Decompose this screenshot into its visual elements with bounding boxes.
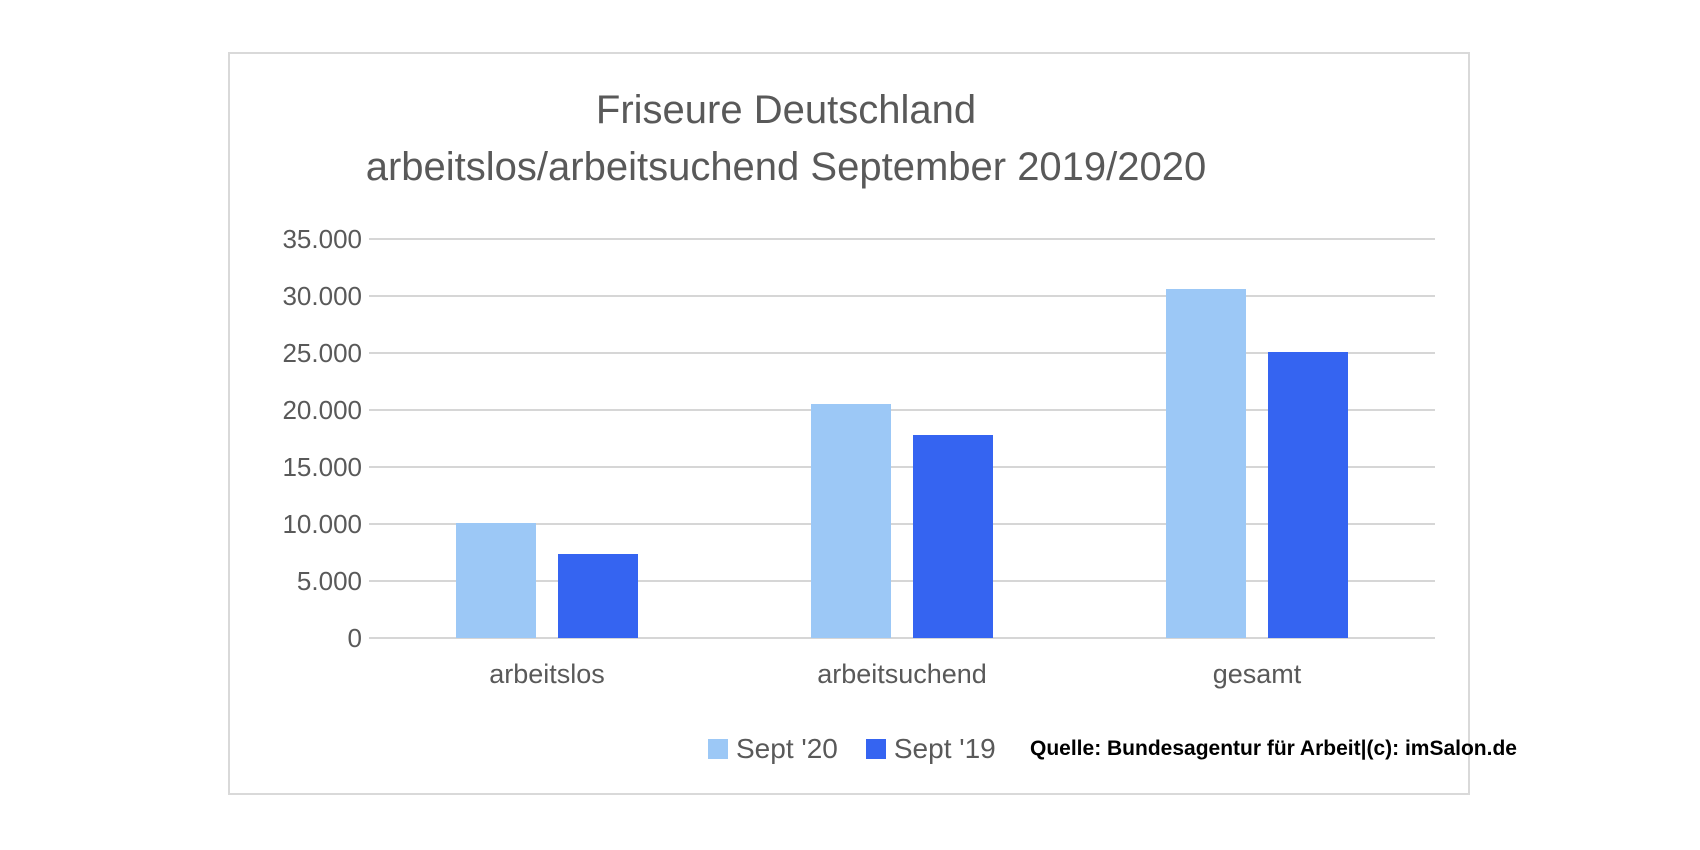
- y-axis-tick-label: 15.000: [282, 451, 362, 482]
- gridline-30000: [369, 294, 1435, 297]
- y-axis-tick-label: 25.000: [282, 337, 362, 368]
- legend-swatch-icon: [708, 739, 728, 759]
- legend-swatch-icon: [865, 739, 886, 759]
- gridline-0: [369, 637, 1435, 639]
- gridline-5000: [369, 579, 1435, 582]
- y-axis-tick-label: 35.000: [282, 223, 362, 254]
- legend-item: Sept '19: [865, 733, 996, 764]
- bar-gesamt-sept19: [1268, 351, 1348, 638]
- x-axis-label-arbeitsuchend: arbeitsuchend: [817, 659, 987, 689]
- bar-arbeitslos-sept19: [558, 553, 638, 638]
- legend-label: Sept '20: [736, 733, 838, 764]
- y-axis-tick-label: 30.000: [282, 280, 362, 311]
- bar-arbeitsuchend-sept20: [811, 404, 891, 638]
- gridline-20000: [369, 408, 1435, 411]
- y-axis-tick-label: 10.000: [282, 508, 362, 539]
- chart-panel: Friseure Deutschland arbeitslos/arbeitsu…: [228, 52, 1517, 795]
- gridline-10000: [369, 522, 1435, 525]
- gridline-25000: [369, 351, 1435, 354]
- bar-arbeitsuchend-sept19: [913, 434, 993, 638]
- legend-item: Sept '20: [708, 734, 838, 764]
- chart-title-line-2: arbeitslos/arbeitsuchend September 2019/…: [365, 145, 1207, 189]
- source-note: Quelle: Bundesagentur für Arbeit|(c): im…: [1030, 737, 1517, 760]
- chart-title-line-1: Friseure Deutschland: [595, 88, 977, 132]
- gridline-15000: [369, 465, 1435, 468]
- x-axis-label-gesamt: gesamt: [1212, 659, 1302, 689]
- y-axis-tick-label: 0: [347, 623, 362, 653]
- legend: Sept '20 Sept '19: [708, 734, 1024, 764]
- bar-gesamt-sept20: [1166, 288, 1246, 638]
- legend-label: Sept '19: [893, 733, 996, 764]
- chart-title: Friseure Deutschland arbeitslos/arbeitsu…: [230, 82, 1342, 196]
- bar-arbeitslos-sept20: [456, 522, 536, 638]
- plot-area: 35.000 30.000 25.000 20.000 15.000 10.000 5.00…: [230, 54, 1468, 793]
- y-axis-tick-label: 5.000: [296, 565, 362, 596]
- x-axis-label-arbeitslos: arbeitslos: [489, 659, 605, 689]
- gridline-35000: [369, 237, 1435, 240]
- y-axis-tick-label: 20.000: [282, 394, 362, 425]
